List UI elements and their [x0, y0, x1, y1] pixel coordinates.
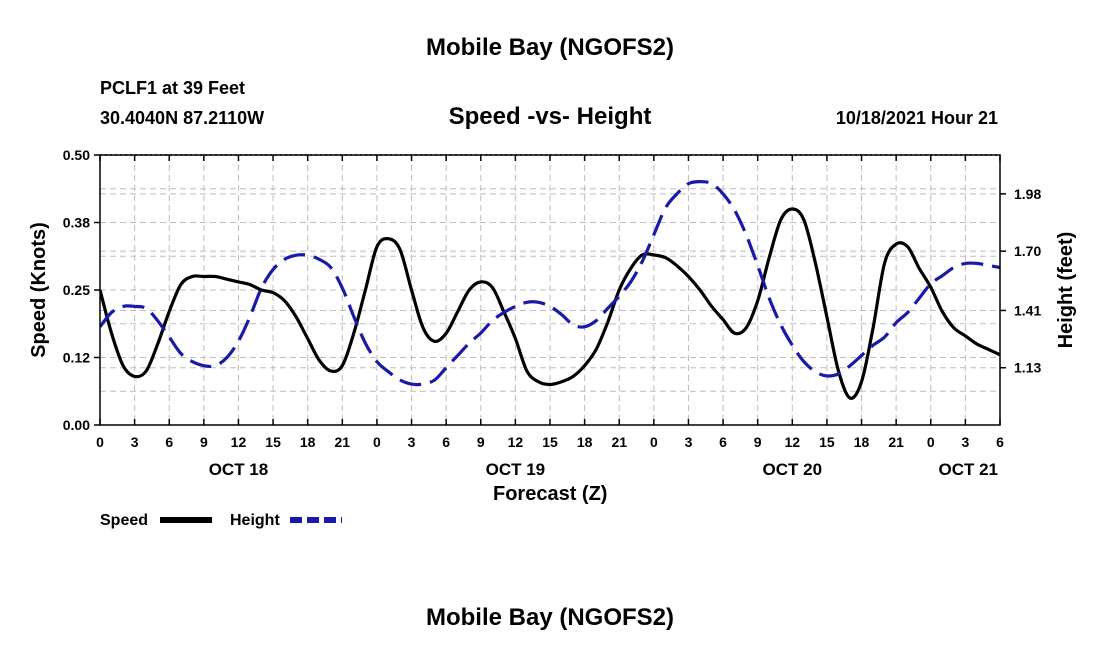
station-label: PCLF1 at 39 Feet [100, 78, 245, 98]
chart-title: Mobile Bay (NGOFS2) [426, 34, 674, 61]
x-tick-label: 3 [131, 434, 139, 450]
legend-height-label: Height [230, 512, 280, 529]
x-tick-label: 12 [508, 434, 524, 450]
x-tick-label: 9 [200, 434, 208, 450]
x-tick-label: 9 [477, 434, 485, 450]
x-tick-label: 0 [373, 434, 381, 450]
x-tick-label: 0 [96, 434, 104, 450]
forecast-datetime: 10/18/2021 Hour 21 [836, 108, 998, 128]
y-tick-label: 0.50 [63, 147, 90, 163]
day-label: OCT 19 [486, 460, 546, 479]
coordinates-label: 30.4040N 87.2110W [100, 108, 264, 128]
y2-tick-label: 1.98 [1014, 186, 1041, 202]
y2-tick-label: 1.41 [1014, 302, 1041, 318]
x-tick-label: 6 [165, 434, 173, 450]
x-tick-label: 18 [854, 434, 870, 450]
x-tick-label: 6 [442, 434, 450, 450]
x-tick-label: 15 [265, 434, 281, 450]
x-tick-label: 18 [300, 434, 316, 450]
series-group [100, 180, 1000, 400]
legend: Speed Height [100, 512, 342, 529]
y-tick-label: 0.12 [63, 350, 90, 366]
series-line-speed [100, 207, 1000, 400]
series-line-height [100, 180, 1000, 387]
x-tick-label: 0 [650, 434, 658, 450]
x-tick-label: 15 [542, 434, 558, 450]
x-tick-label: 3 [685, 434, 693, 450]
legend-speed-label: Speed [100, 512, 148, 529]
x-tick-label: 15 [819, 434, 835, 450]
x-tick-label: 6 [996, 434, 1004, 450]
footer-title: Mobile Bay (NGOFS2) [426, 604, 674, 631]
y-axis-label: Speed (Knots) [28, 222, 50, 358]
y-tick-label: 0.38 [63, 215, 90, 231]
day-label: OCT 18 [209, 460, 269, 479]
x-tick-label: 3 [408, 434, 416, 450]
x-tick-label: 9 [754, 434, 762, 450]
x-tick-label: 3 [961, 434, 969, 450]
grid-lines [100, 154, 1000, 425]
x-tick-label: 21 [888, 434, 904, 450]
day-label: OCT 21 [938, 460, 998, 479]
x-axis-label: Forecast (Z) [493, 483, 607, 505]
y2-tick-label: 1.13 [1014, 360, 1041, 376]
x-tick-label: 6 [719, 434, 727, 450]
x-tick-label: 21 [335, 434, 351, 450]
x-tick-label: 0 [927, 434, 935, 450]
chart-subtitle: Speed -vs- Height [449, 103, 652, 130]
axis-ticks: 0 3 6 9 12 15 18 21 0 3 6 9 12 15 18 21 0 3 6 9 12 15 18 21 0 3 6 O… [63, 147, 1042, 479]
y2-axis-label: Height (feet) [1055, 232, 1077, 349]
y2-tick-label: 1.70 [1014, 243, 1041, 259]
x-tick-label: 21 [611, 434, 627, 450]
y-tick-label: 0.25 [63, 282, 90, 298]
x-tick-label: 18 [577, 434, 593, 450]
day-label: OCT 20 [763, 460, 823, 479]
y-tick-label: 0.00 [63, 417, 90, 433]
x-tick-label: 12 [785, 434, 801, 450]
x-tick-label: 12 [231, 434, 247, 450]
